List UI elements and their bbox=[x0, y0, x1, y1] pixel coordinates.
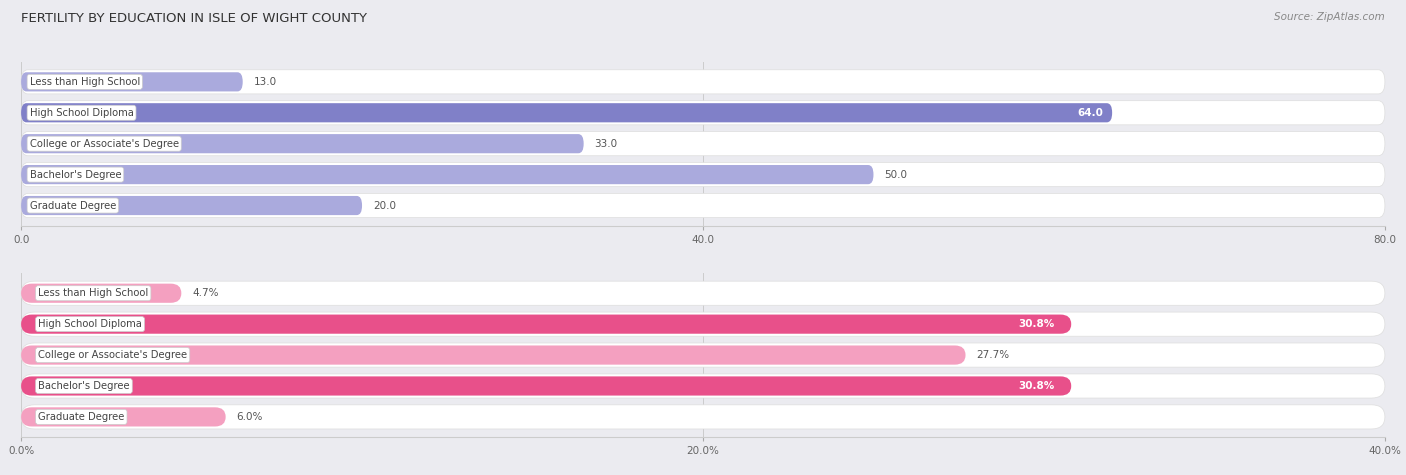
FancyBboxPatch shape bbox=[21, 162, 1385, 187]
Text: Graduate Degree: Graduate Degree bbox=[38, 412, 125, 422]
FancyBboxPatch shape bbox=[21, 165, 873, 184]
Text: Source: ZipAtlas.com: Source: ZipAtlas.com bbox=[1274, 12, 1385, 22]
FancyBboxPatch shape bbox=[21, 193, 1385, 218]
FancyBboxPatch shape bbox=[21, 408, 226, 427]
FancyBboxPatch shape bbox=[21, 376, 1071, 396]
FancyBboxPatch shape bbox=[21, 134, 583, 153]
FancyBboxPatch shape bbox=[21, 281, 1385, 305]
Text: Less than High School: Less than High School bbox=[38, 288, 149, 298]
Text: 30.8%: 30.8% bbox=[1018, 319, 1054, 329]
Text: 64.0: 64.0 bbox=[1078, 108, 1104, 118]
FancyBboxPatch shape bbox=[21, 72, 243, 91]
FancyBboxPatch shape bbox=[21, 284, 181, 303]
FancyBboxPatch shape bbox=[21, 345, 966, 365]
Text: College or Associate's Degree: College or Associate's Degree bbox=[30, 139, 179, 149]
FancyBboxPatch shape bbox=[21, 70, 1385, 94]
Text: 30.8%: 30.8% bbox=[1018, 381, 1054, 391]
FancyBboxPatch shape bbox=[21, 101, 1385, 125]
Text: 13.0: 13.0 bbox=[253, 77, 277, 87]
FancyBboxPatch shape bbox=[21, 405, 1385, 429]
FancyBboxPatch shape bbox=[21, 343, 1385, 367]
FancyBboxPatch shape bbox=[21, 132, 1385, 156]
Text: 27.7%: 27.7% bbox=[976, 350, 1010, 360]
Text: College or Associate's Degree: College or Associate's Degree bbox=[38, 350, 187, 360]
FancyBboxPatch shape bbox=[21, 312, 1385, 336]
FancyBboxPatch shape bbox=[21, 374, 1385, 398]
Text: High School Diploma: High School Diploma bbox=[38, 319, 142, 329]
FancyBboxPatch shape bbox=[21, 103, 1112, 123]
FancyBboxPatch shape bbox=[21, 314, 1071, 334]
Text: Bachelor's Degree: Bachelor's Degree bbox=[30, 170, 121, 180]
Text: FERTILITY BY EDUCATION IN ISLE OF WIGHT COUNTY: FERTILITY BY EDUCATION IN ISLE OF WIGHT … bbox=[21, 12, 367, 25]
Text: Less than High School: Less than High School bbox=[30, 77, 139, 87]
Text: 20.0: 20.0 bbox=[373, 200, 396, 210]
Text: 6.0%: 6.0% bbox=[236, 412, 263, 422]
Text: 33.0: 33.0 bbox=[595, 139, 617, 149]
Text: High School Diploma: High School Diploma bbox=[30, 108, 134, 118]
Text: Graduate Degree: Graduate Degree bbox=[30, 200, 115, 210]
Text: Bachelor's Degree: Bachelor's Degree bbox=[38, 381, 129, 391]
Text: 4.7%: 4.7% bbox=[193, 288, 219, 298]
FancyBboxPatch shape bbox=[21, 196, 363, 215]
Text: 50.0: 50.0 bbox=[884, 170, 907, 180]
